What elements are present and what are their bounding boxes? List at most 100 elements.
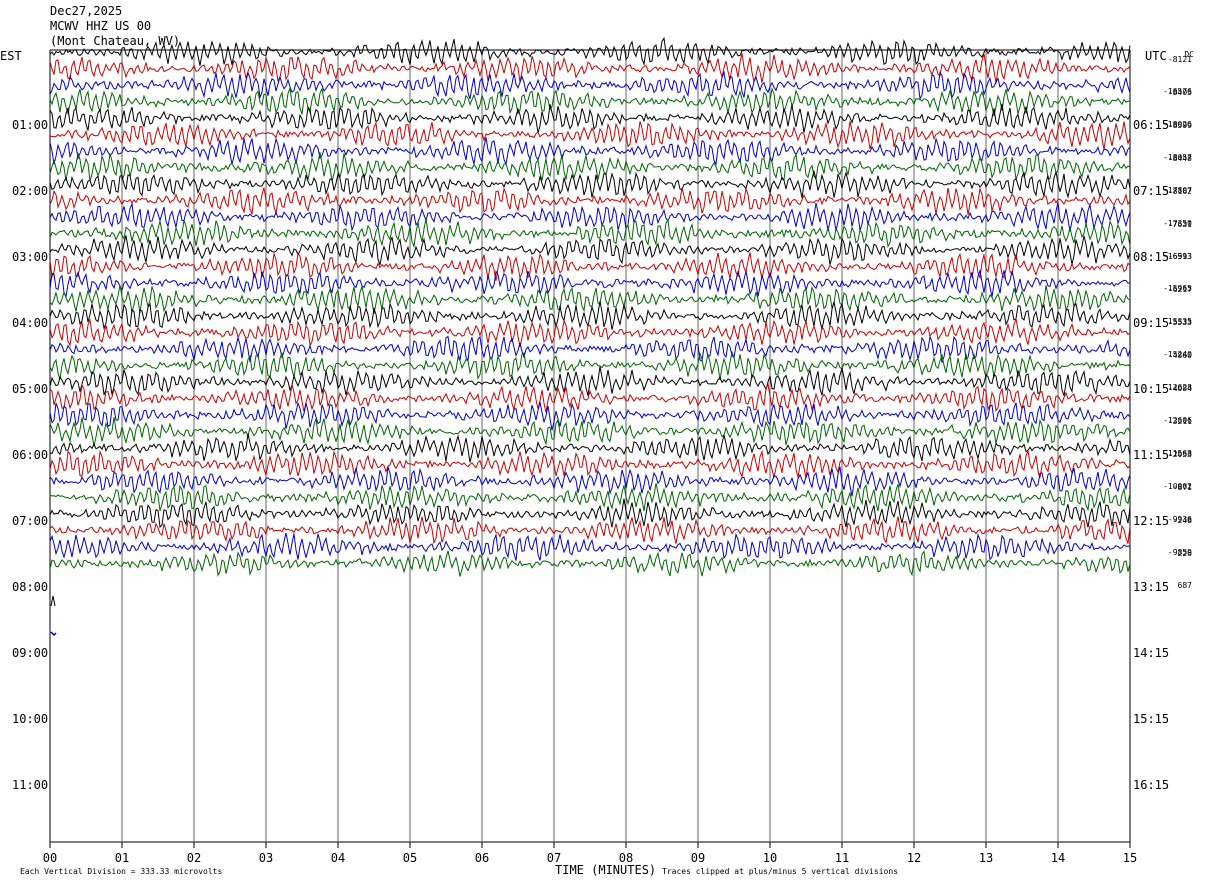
trace-line — [49, 121, 1131, 150]
vertical-division-note: Each Vertical Division = 333.33 microvol… — [20, 867, 223, 876]
x-tick-label: 01 — [114, 851, 130, 865]
trace-line — [49, 301, 1131, 331]
dc-offset-value: 687 — [1177, 581, 1192, 591]
trace-line — [49, 316, 1131, 348]
trace-line — [49, 70, 1131, 101]
dc-offset-value: -16576 — [1163, 87, 1192, 96]
x-tick-label: 00 — [42, 851, 58, 865]
left-hour-label: 05:00 — [12, 382, 49, 396]
trace-line — [49, 235, 1131, 266]
trace-line — [49, 516, 1131, 545]
dc-offset-value: -10062 — [1163, 481, 1192, 491]
dc-offset-value: -7631 — [1167, 219, 1192, 229]
dc-offset-value: -17350 — [1163, 218, 1192, 228]
plot-grid — [49, 49, 1131, 848]
x-tick-label: 12 — [906, 851, 922, 865]
trace-line — [49, 151, 1131, 182]
trace-line — [49, 550, 1131, 577]
trace-line — [49, 137, 1131, 167]
right-hour-label: 16:15 — [1133, 778, 1170, 792]
trace-tail-mark — [50, 595, 56, 607]
trace-line — [49, 269, 1131, 298]
trace-line — [49, 417, 1131, 447]
trace-line — [49, 186, 1131, 215]
right-hour-label: 09:15 — [1133, 316, 1170, 330]
trace-line — [49, 218, 1131, 249]
dc-offset-value: -9936 — [1167, 514, 1192, 524]
dc-offset-value: -15335 — [1163, 317, 1192, 327]
dc-offset-value: -18026 — [1163, 119, 1192, 129]
x-tick-label: 15 — [1122, 851, 1138, 865]
left-hour-label: 06:00 — [12, 448, 49, 462]
x-tick-label: 05 — [402, 851, 418, 865]
x-tick-label: 06 — [474, 851, 490, 865]
trace-line — [49, 36, 1131, 66]
clip-note: Traces clipped at plus/minus 5 vertical … — [662, 867, 899, 876]
trace-line — [49, 284, 1131, 314]
trace-line — [49, 498, 1131, 529]
trace-line — [49, 334, 1131, 363]
trace-line — [49, 169, 1131, 199]
x-tick-label: 02 — [186, 851, 202, 865]
left-hour-label: 03:00 — [12, 250, 49, 264]
dc-offset-value: -871 — [1172, 482, 1192, 492]
right-hour-label: 12:15 — [1133, 514, 1170, 528]
dc-offset-value: -12628 — [1163, 383, 1192, 393]
x-tick-label: 03 — [258, 851, 274, 865]
dc-offset-value: -8448 — [1167, 153, 1192, 163]
right-hour-label: 13:15 — [1133, 580, 1170, 594]
left-hour-label: 02:00 — [12, 184, 49, 198]
right-hour-label: 15:15 — [1133, 712, 1170, 726]
trace-line — [49, 251, 1131, 281]
dc-label: DC — [1184, 50, 1194, 59]
x-tick-label: 07 — [546, 851, 562, 865]
plot-date: Dec27,2025 — [50, 4, 123, 18]
trace-line — [49, 53, 1131, 84]
right-hour-label: 08:15 — [1133, 250, 1170, 264]
dc-offset-value: -8121 — [1167, 55, 1192, 64]
x-axis-title: TIME (MINUTES) — [555, 863, 657, 877]
dc-offset-value: -15240 — [1163, 350, 1192, 360]
x-tick-label: 09 — [690, 851, 706, 865]
x-tick-label: 08 — [618, 851, 634, 865]
right-hour-label: 07:15 — [1133, 184, 1170, 198]
trace-line — [49, 448, 1131, 479]
dc-offset-value: -18057 — [1163, 152, 1192, 162]
left-hour-label: 07:00 — [12, 514, 49, 528]
dc-offset-value: -4860 — [1167, 351, 1192, 361]
dc-offset-value: -17807 — [1163, 185, 1192, 195]
trace-line — [49, 350, 1131, 381]
dc-offset-value: 226 — [1177, 548, 1192, 558]
trace-line — [49, 86, 1131, 117]
left-hour-label: 11:00 — [12, 778, 49, 792]
right-timezone-label: UTC — [1145, 49, 1167, 63]
dc-offset-value: -8599 — [1167, 120, 1192, 130]
left-hour-label: 09:00 — [12, 646, 49, 660]
dc-offset-value: -8405 — [1167, 87, 1192, 97]
right-hour-label: 14:15 — [1133, 646, 1170, 660]
dc-offset-value: -6913 — [1167, 252, 1192, 262]
seismic-traces — [49, 36, 1131, 637]
dc-offset-value: -11568 — [1163, 448, 1192, 458]
trace-tail-mark — [50, 631, 57, 637]
dc-offset-value: -6217 — [1167, 285, 1192, 295]
left-hour-label: 01:00 — [12, 118, 49, 132]
right-hour-label: 06:15 — [1133, 118, 1170, 132]
dc-offset-value: -5533 — [1167, 318, 1192, 328]
left-timezone-label: EST — [0, 49, 22, 63]
x-tick-label: 11 — [834, 851, 850, 865]
station-location: (Mont Chateau, WV) — [50, 34, 181, 48]
left-hour-label: 04:00 — [12, 316, 49, 330]
trace-line — [49, 366, 1131, 396]
trace-line — [49, 483, 1131, 512]
trace-line — [49, 382, 1131, 413]
x-tick-label: 10 — [762, 851, 778, 865]
dc-offset-value: -8162 — [1167, 186, 1192, 196]
trace-line — [49, 466, 1131, 497]
x-tick-label: 04 — [330, 851, 346, 865]
left-hour-label: 08:00 — [12, 580, 49, 594]
dc-offset-value: -9859 — [1167, 547, 1192, 557]
dc-offset-value: -4084 — [1167, 384, 1192, 393]
x-tick-label: 13 — [978, 851, 994, 865]
